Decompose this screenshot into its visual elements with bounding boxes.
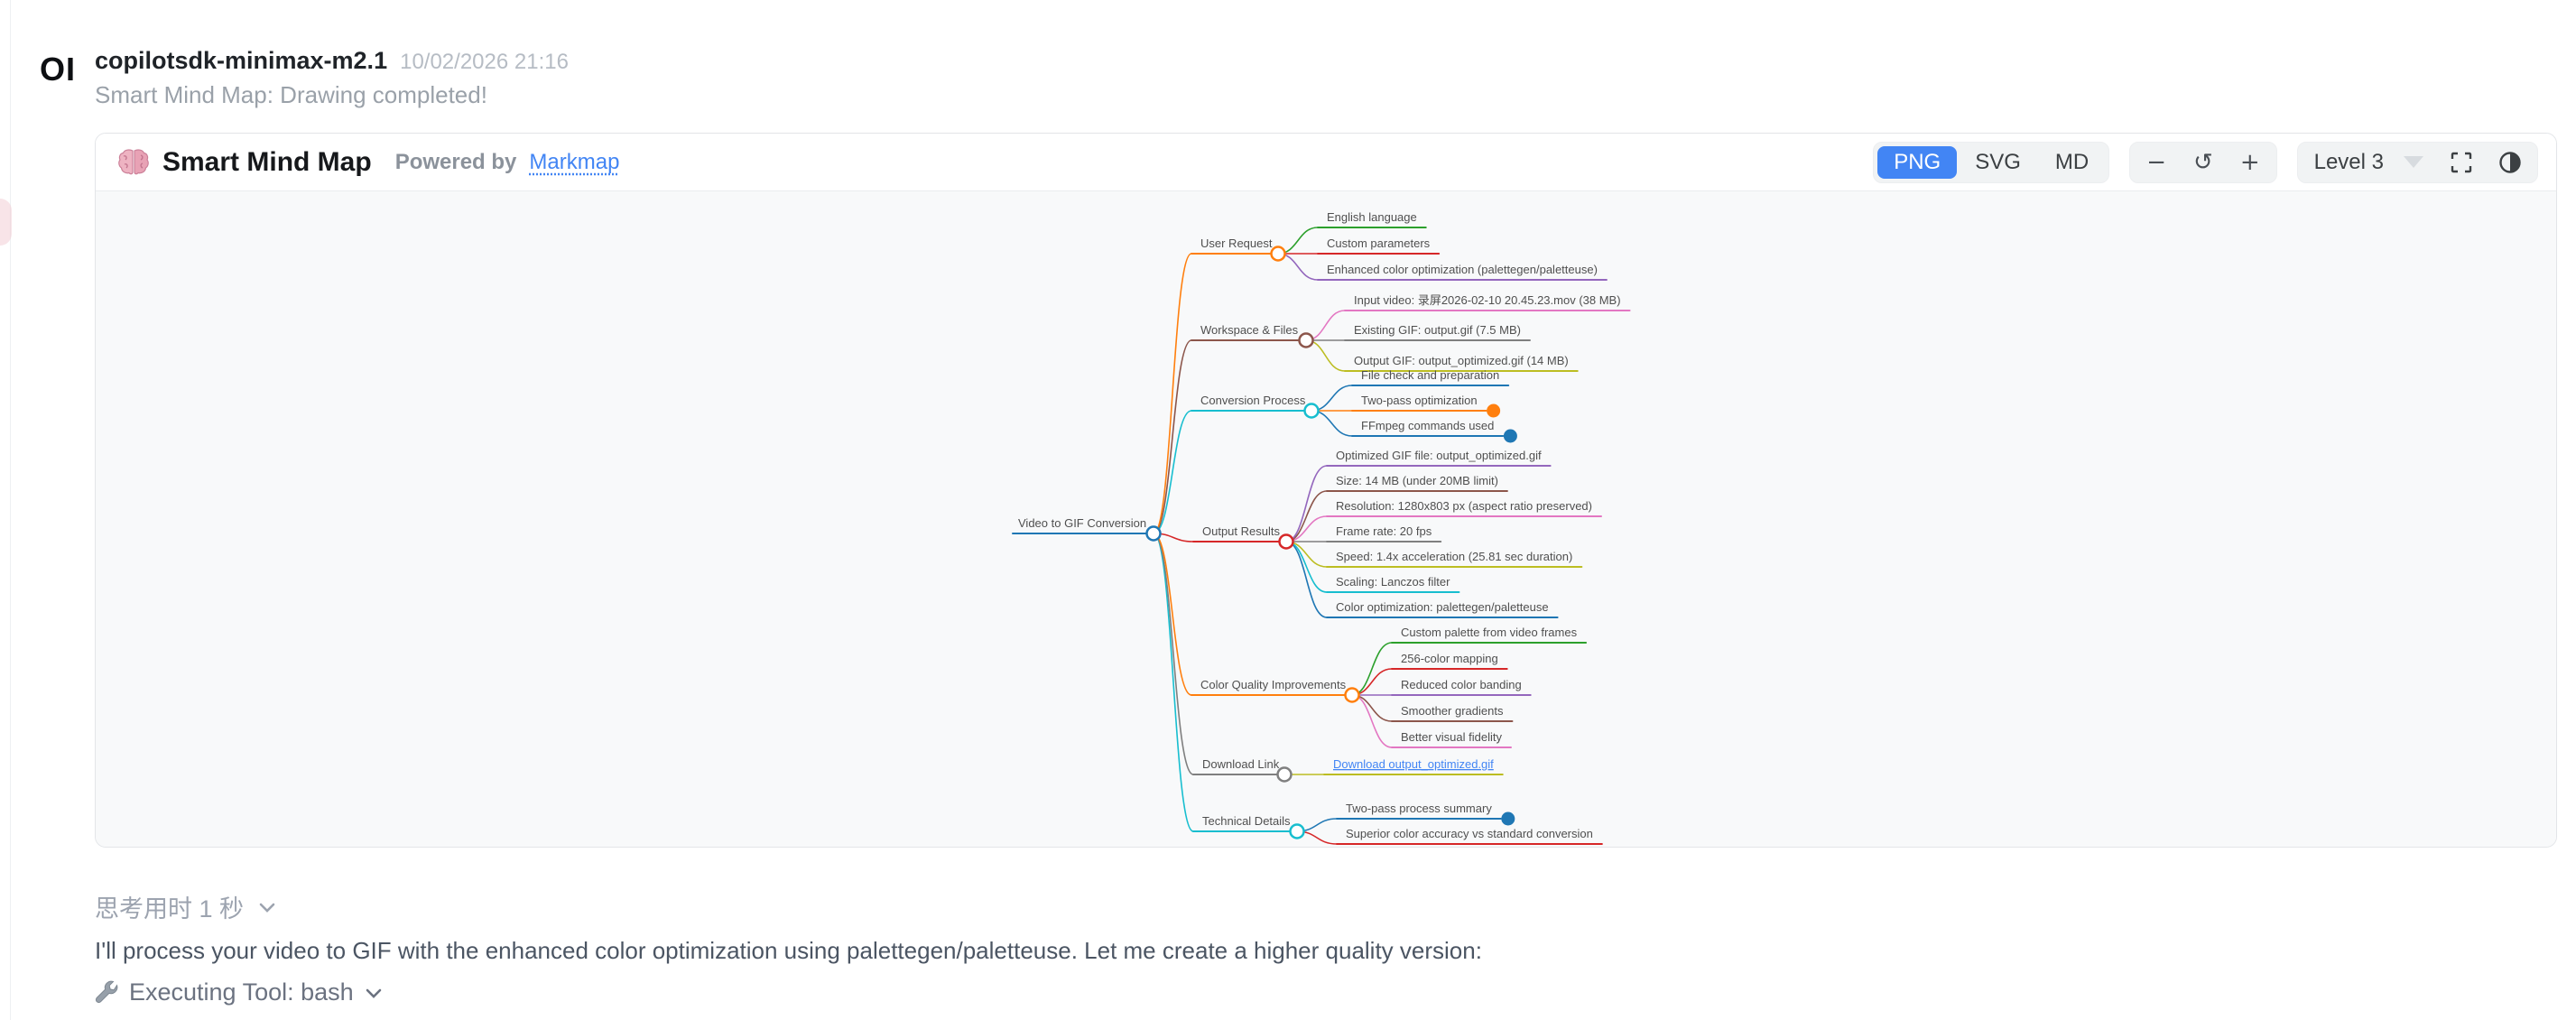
mindmap-node-label[interactable]: Two-pass optimization bbox=[1361, 394, 1478, 407]
thinking-duration-label: 思考用时 1 秒 bbox=[95, 895, 245, 923]
tab-svg[interactable]: SVG bbox=[1959, 146, 2037, 179]
mindmap-link bbox=[1153, 533, 1194, 775]
mindmap-canvas[interactable]: Video to GIF Conversion User Request Engli… bbox=[96, 191, 2556, 847]
mindmap-link bbox=[1285, 465, 1328, 542]
level-select-value[interactable]: Level 3 bbox=[2313, 149, 2384, 174]
level-controls: Level 3 bbox=[2296, 141, 2538, 183]
mindmap-node-label[interactable]: Scaling: Lanczos filter bbox=[1336, 575, 1450, 589]
mindmap-node-toggle[interactable] bbox=[1289, 823, 1305, 839]
mindmap-collapsed-toggle[interactable] bbox=[1501, 811, 1515, 826]
message-meta: copilotsdk-minimax-m2.1 10/02/2026 21:16 bbox=[95, 47, 569, 75]
assistant-message-text: I'll process your video to GIF with the … bbox=[95, 937, 1482, 964]
fullscreen-icon[interactable] bbox=[2449, 150, 2474, 175]
mindmap-link bbox=[1153, 533, 1192, 696]
thinking-duration-toggle[interactable]: 思考用时 1 秒 bbox=[95, 889, 278, 924]
mindmap-node-label[interactable]: Speed: 1.4x acceleration (25.81 sec dura… bbox=[1336, 550, 1572, 563]
author-name: copilotsdk-minimax-m2.1 bbox=[95, 47, 388, 74]
powered-by-label: Powered by bbox=[394, 149, 517, 174]
tab-png[interactable]: PNG bbox=[1877, 145, 1958, 179]
mindmap-node-label[interactable]: Better visual fidelity bbox=[1401, 730, 1502, 744]
mindmap-node-label[interactable]: Workspace & Files bbox=[1200, 323, 1299, 337]
mindmap-node-label[interactable]: Output Results bbox=[1202, 524, 1280, 538]
mindmap-link bbox=[1153, 253, 1192, 534]
sidebar-divider bbox=[10, 0, 11, 1020]
card-title: Smart Mind Map bbox=[162, 146, 372, 177]
mindmap-node-label[interactable]: Frame rate: 20 fps bbox=[1336, 524, 1432, 538]
mindmap-node-label[interactable]: 256-color mapping bbox=[1401, 652, 1498, 665]
mindmap-node-toggle[interactable] bbox=[1270, 246, 1286, 262]
mindmap-link bbox=[1153, 533, 1194, 832]
mindmap-download-link[interactable]: Download output_optimized.gif bbox=[1333, 757, 1494, 771]
mindmap-node-label[interactable]: Color Quality Improvements bbox=[1200, 678, 1347, 691]
mindmap-node-label[interactable]: Resolution: 1280x803 px (aspect ratio pr… bbox=[1336, 499, 1592, 513]
zoom-in-button[interactable]: + bbox=[2228, 146, 2273, 179]
mindmap-card: Smart Mind Map Powered by Markmap PNG SV… bbox=[95, 133, 2557, 848]
mindmap-node-label[interactable]: Download Link bbox=[1202, 757, 1280, 771]
chevron-down-icon bbox=[363, 982, 385, 1004]
mindmap-link bbox=[1285, 541, 1328, 618]
mindmap-node-label[interactable]: Output GIF: output_optimized.gif (14 MB) bbox=[1354, 354, 1569, 367]
mindmap-node-label[interactable]: Conversion Process bbox=[1200, 394, 1306, 407]
mindmap-node-label[interactable]: Custom parameters bbox=[1327, 236, 1431, 250]
mindmap-node-label[interactable]: Optimized GIF file: output_optimized.gif bbox=[1336, 449, 1542, 462]
mindmap-collapsed-toggle[interactable] bbox=[1503, 429, 1517, 443]
tool-execution-toggle[interactable]: Executing Tool: bash bbox=[93, 978, 385, 1006]
mindmap-viewport[interactable]: Video to GIF Conversion User Request Engli… bbox=[96, 191, 2556, 847]
mindmap-link bbox=[1153, 339, 1192, 534]
tool-execution-label: Executing Tool: bash bbox=[129, 978, 354, 1006]
mindmap-node-label[interactable]: Enhanced color optimization (palettegen/… bbox=[1327, 263, 1598, 276]
sidebar-peek-decoration bbox=[0, 199, 12, 246]
mindmap-node-label[interactable]: Size: 14 MB (under 20MB limit) bbox=[1336, 474, 1498, 487]
mindmap-node-label[interactable]: Input video: 录屏2026-02-10 20.45.23.mov (… bbox=[1354, 293, 1621, 307]
mindmap-node-label[interactable]: Technical Details bbox=[1202, 814, 1291, 828]
mindmap-node-label[interactable]: Two-pass process summary bbox=[1346, 802, 1492, 815]
zoom-out-button[interactable]: − bbox=[2134, 146, 2179, 179]
mindmap-link bbox=[1153, 410, 1192, 534]
mindmap-node-toggle[interactable] bbox=[1298, 332, 1314, 348]
mindmap-node-label[interactable]: Superior color accuracy vs standard conv… bbox=[1346, 827, 1593, 840]
card-title-group: Smart Mind Map Powered by Markmap bbox=[117, 147, 619, 178]
mindmap-collapsed-toggle[interactable] bbox=[1487, 403, 1501, 418]
reset-view-button[interactable]: ↺ bbox=[2181, 146, 2226, 179]
mindmap-node-label[interactable]: Color optimization: palettegen/paletteus… bbox=[1336, 600, 1549, 614]
tab-md[interactable]: MD bbox=[2039, 146, 2105, 179]
mindmap-node-toggle[interactable] bbox=[1303, 403, 1320, 419]
status-message: Smart Mind Map: Drawing completed! bbox=[95, 81, 487, 108]
mindmap-node-toggle[interactable] bbox=[1344, 687, 1360, 703]
mindmap-card-header: Smart Mind Map Powered by Markmap PNG SV… bbox=[96, 134, 2556, 191]
mindmap-node-label[interactable]: Reduced color banding bbox=[1401, 678, 1522, 691]
chevron-down-icon[interactable] bbox=[2404, 156, 2423, 168]
export-format-switch: PNG SVG MD bbox=[1873, 141, 2110, 183]
mindmap-node-label[interactable]: Existing GIF: output.gif (7.5 MB) bbox=[1354, 323, 1521, 337]
zoom-controls: − ↺ + bbox=[2129, 141, 2277, 183]
avatar: OI bbox=[40, 51, 77, 88]
brain-icon bbox=[117, 148, 150, 177]
mindmap-node-label[interactable]: User Request bbox=[1200, 236, 1273, 250]
mindmap-node-label[interactable]: English language bbox=[1327, 210, 1417, 224]
wrench-icon bbox=[93, 979, 120, 1006]
mindmap-node-label[interactable]: FFmpeg commands used bbox=[1361, 419, 1494, 432]
mindmap-node-label[interactable]: File check and preparation bbox=[1361, 368, 1499, 382]
mindmap-link bbox=[1351, 694, 1393, 748]
message-timestamp: 10/02/2026 21:16 bbox=[400, 50, 569, 74]
mindmap-node-label[interactable]: Smoother gradients bbox=[1401, 704, 1504, 718]
mindmap-link bbox=[1285, 490, 1328, 542]
mindmap-link bbox=[1285, 541, 1328, 593]
mindmap-node-toggle[interactable] bbox=[1276, 766, 1293, 783]
chevron-down-icon bbox=[256, 896, 278, 918]
mindmap-node-toggle[interactable] bbox=[1145, 525, 1162, 542]
mindmap-node-label[interactable]: Custom palette from video frames bbox=[1401, 626, 1578, 639]
markmap-link[interactable]: Markmap bbox=[529, 149, 620, 174]
mindmap-link bbox=[1351, 642, 1393, 696]
card-controls: PNG SVG MD − ↺ + Level 3 bbox=[1873, 141, 2538, 183]
theme-contrast-icon[interactable] bbox=[2497, 150, 2523, 175]
mindmap-node-toggle[interactable] bbox=[1278, 533, 1294, 550]
mindmap-node-label[interactable]: Video to GIF Conversion bbox=[1018, 516, 1146, 530]
